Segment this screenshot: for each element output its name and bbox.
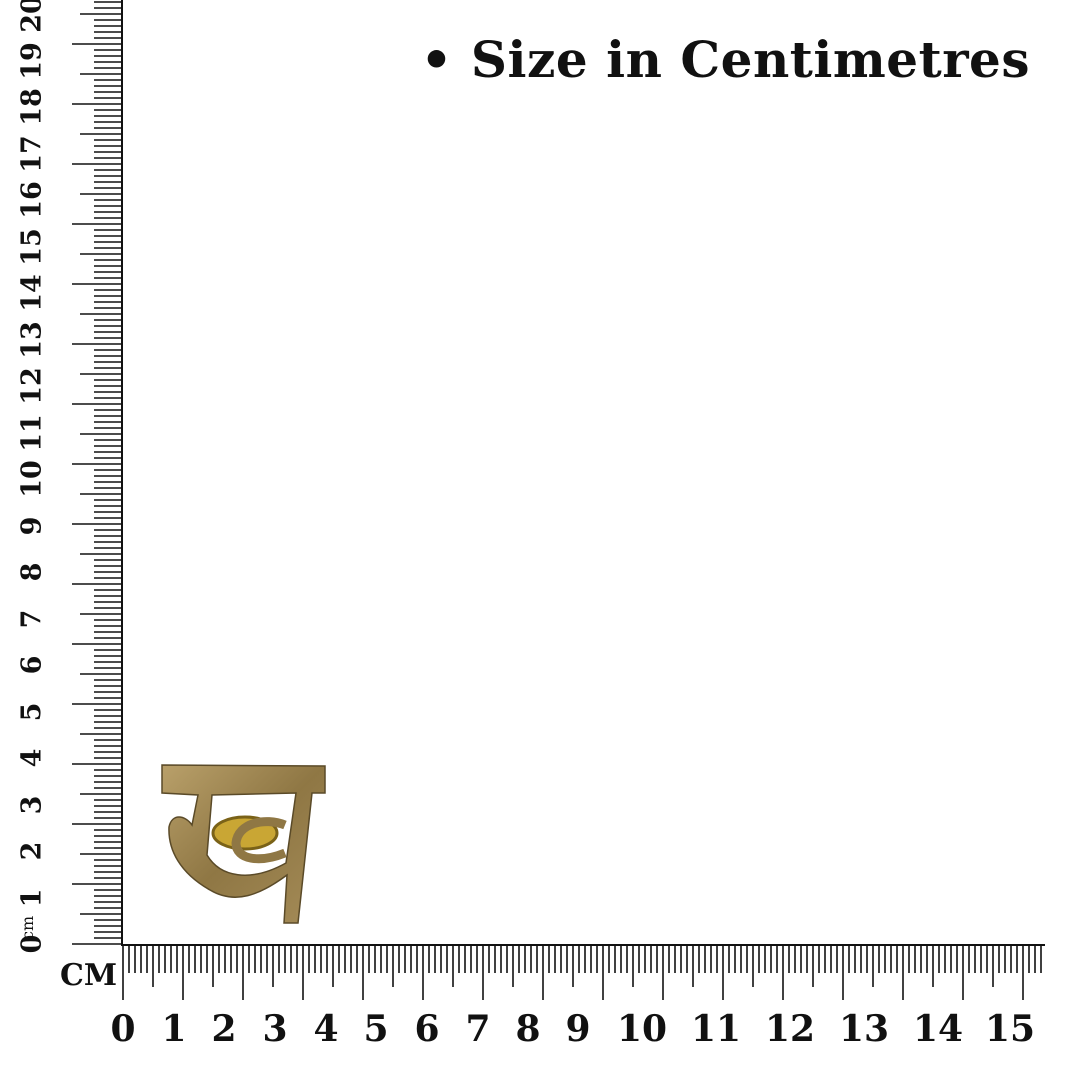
size-caption: • Size in Centimetres	[420, 30, 1030, 89]
vertical-ruler-label: 16	[16, 181, 48, 219]
horizontal-ruler-label: 14	[912, 1008, 964, 1050]
ring-inner-loop	[231, 817, 287, 864]
vertical-ruler-label: 15	[16, 227, 48, 266]
horizontal-ruler-label: 9	[565, 1008, 591, 1050]
unit-label: CM	[60, 958, 118, 993]
horizontal-ruler-label: 1	[161, 1008, 187, 1050]
unit-label-rotated: cm	[18, 915, 37, 940]
horizontal-ruler-label: 4	[313, 1008, 339, 1050]
horizontal-ruler-label: 5	[363, 1008, 389, 1050]
vertical-ruler-label: 7	[16, 609, 48, 628]
vertical-ruler-label: 3	[16, 795, 48, 814]
horizontal-ruler-label: 6	[414, 1008, 440, 1050]
horizontal-ruler-label: 0	[110, 1008, 136, 1050]
ring-letter-shape	[161, 764, 326, 924]
horizontal-ruler-label: 12	[764, 1008, 816, 1050]
horizontal-ruler-label: 15	[984, 1008, 1036, 1050]
gold-ring-product	[161, 764, 326, 924]
vertical-ruler-label: 19	[16, 41, 48, 80]
vertical-ruler-label: 14	[16, 274, 48, 312]
vertical-ruler-label: 17	[16, 134, 48, 173]
vertical-ruler-label: 18	[16, 88, 48, 126]
horizontal-ruler-label: 2	[211, 1008, 237, 1050]
vertical-ruler-label: 4	[16, 748, 48, 768]
horizontal-ruler-label: 10	[616, 1008, 668, 1050]
vertical-ruler-label: 5	[16, 702, 48, 721]
vertical-ruler-label: 12	[16, 367, 48, 405]
vertical-ruler-label: 11	[16, 413, 48, 452]
horizontal-ruler-label: 8	[515, 1008, 541, 1050]
vertical-ruler-label: 10	[16, 460, 48, 498]
vertical-ruler-label: 9	[16, 516, 48, 535]
horizontal-ruler-label: 7	[465, 1008, 491, 1050]
vertical-ruler-label: 1	[16, 888, 48, 907]
vertical-ruler-label: 2	[16, 841, 48, 861]
vertical-ruler-label: 6	[16, 655, 48, 675]
vertical-ruler-label: 8	[16, 562, 48, 582]
vertical-ruler-label: 13	[16, 320, 48, 359]
horizontal-ruler-label: 3	[262, 1008, 288, 1050]
horizontal-ruler-label: 13	[838, 1008, 890, 1050]
horizontal-ruler-label: 11	[690, 1008, 742, 1050]
horizontal-ruler	[122, 944, 1045, 1000]
vertical-ruler-label: 20	[16, 0, 48, 33]
vertical-ruler	[72, 0, 123, 946]
